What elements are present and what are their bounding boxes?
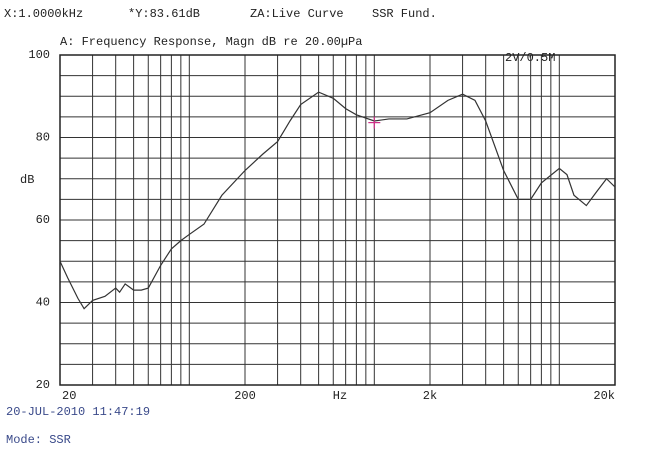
y-tick-label: 20 [36,378,50,392]
y-tick-label: 80 [36,131,50,145]
mode: Mode: SSR [6,433,71,447]
header-ssr: SSR Fund. [372,7,437,21]
plot-frame [59,54,616,386]
x-tick-label: 20 [62,389,76,403]
y-tick-label: 40 [36,296,50,310]
x-tick-label: 20k [593,389,615,403]
y-tick-label: 100 [28,48,50,62]
y-axis-label: dB [20,173,34,187]
response-curve [59,91,616,310]
cursor-marker [368,116,381,129]
header-y: *Y:83.61dB [128,7,200,21]
header-x: X:1.0000kHz [4,7,83,21]
x-tick-label: 2k [423,389,437,403]
y-tick-label: 60 [36,213,50,227]
header-za: ZA:Live Curve [250,7,344,21]
x-tick-label: 200 [234,389,256,403]
timestamp: 20-JUL-2010 11:47:19 [6,405,150,419]
chart-title: A: Frequency Response, Magn dB re 20.00µ… [60,35,362,49]
x-axis-label: Hz [333,389,347,403]
